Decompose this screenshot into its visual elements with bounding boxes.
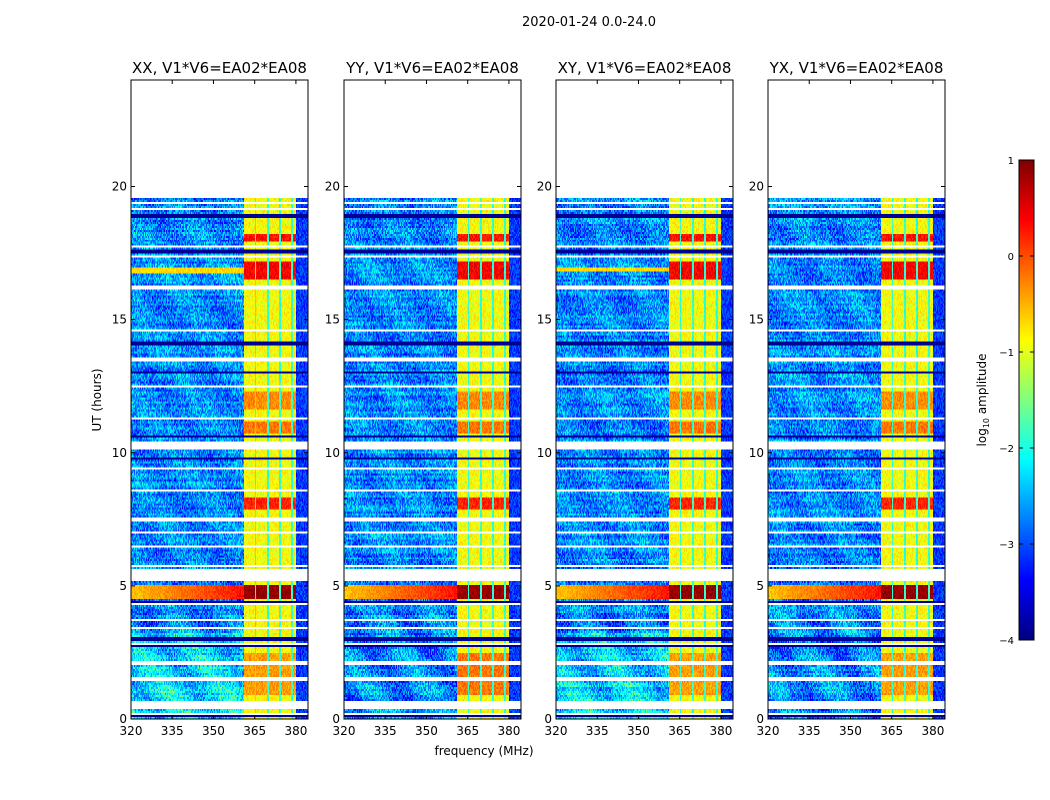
x-tick-label: 335 — [374, 724, 397, 738]
panel-frame — [767, 79, 946, 720]
panel-frame — [130, 79, 309, 720]
y-axis-label: UT (hours) — [90, 368, 104, 431]
colorbar-gradient — [1019, 160, 1034, 640]
panel-2: YY, V1*V6=EA02*EA08 320 335 350 365 380 0 5 10 15… — [325, 59, 522, 738]
panel-title: XY, V1*V6=EA02*EA08 — [558, 59, 732, 77]
y-tick-label: 15 — [325, 313, 340, 327]
x-tick-label: 365 — [668, 724, 691, 738]
y-tick-label: 15 — [112, 313, 127, 327]
colorbar-tick-label: −2 — [999, 444, 1014, 455]
panel-title: YY, V1*V6=EA02*EA08 — [345, 59, 519, 77]
colorbar-tick-label: 1 — [1008, 156, 1014, 167]
colorbar-tick-label: −1 — [999, 348, 1014, 359]
suptitle: 2020-01-24 0.0-24.0 — [522, 15, 656, 30]
x-tick-label: 335 — [798, 724, 821, 738]
x-tick-label: 350 — [839, 724, 862, 738]
x-tick-label: 380 — [497, 724, 520, 738]
x-tick-label: 320 — [333, 724, 356, 738]
y-tick-label: 5 — [119, 579, 127, 593]
panel-3: XY, V1*V6=EA02*EA08 320 335 350 365 380 0 5 10 15… — [537, 59, 734, 738]
x-tick-label: 365 — [243, 724, 266, 738]
colorbar-tick-label: −3 — [999, 540, 1014, 551]
panel-frame — [343, 79, 522, 720]
y-tick-label: 20 — [325, 180, 340, 194]
y-tick-label: 0 — [756, 712, 764, 726]
x-tick-label: 350 — [415, 724, 438, 738]
heatmap-xx — [131, 80, 308, 719]
y-tick-label: 10 — [325, 446, 340, 460]
y-tick-label: 0 — [332, 712, 340, 726]
y-tick-label: 20 — [749, 180, 764, 194]
panel-1: XX, V1*V6=EA02*EA08 320 335 350 365 380 0 5 10 15… — [112, 59, 309, 738]
y-tick-label: 20 — [112, 180, 127, 194]
colorbar-tick-label: 0 — [1008, 252, 1014, 263]
y-tick-label: 0 — [544, 712, 552, 726]
x-tick-label: 380 — [284, 724, 307, 738]
x-axis-label: frequency (MHz) — [434, 744, 533, 758]
x-tick-label: 320 — [757, 724, 780, 738]
x-tick-label: 380 — [709, 724, 732, 738]
panel-title: XX, V1*V6=EA02*EA08 — [132, 59, 307, 77]
heatmap-yx — [768, 80, 945, 719]
y-tick-label: 15 — [749, 313, 764, 327]
panel-4: YX, V1*V6=EA02*EA08 320 335 350 365 380 0 5 10 15… — [749, 59, 946, 738]
x-tick-label: 350 — [627, 724, 650, 738]
y-tick-label: 10 — [537, 446, 552, 460]
colorbar-tick-label: −4 — [999, 636, 1014, 647]
x-tick-label: 335 — [586, 724, 609, 738]
x-tick-label: 365 — [456, 724, 479, 738]
y-tick-label: 10 — [112, 446, 127, 460]
x-tick-label: 350 — [202, 724, 225, 738]
x-tick-label: 320 — [120, 724, 143, 738]
y-tick-label: 10 — [749, 446, 764, 460]
y-tick-label: 20 — [537, 180, 552, 194]
heatmap-xy — [556, 80, 733, 719]
colorbar-frame — [1018, 159, 1035, 641]
x-tick-label: 365 — [880, 724, 903, 738]
panel-frame — [555, 79, 734, 720]
y-tick-label: 5 — [332, 579, 340, 593]
y-tick-label: 5 — [544, 579, 552, 593]
y-tick-label: 0 — [119, 712, 127, 726]
panel-title: YX, V1*V6=EA02*EA08 — [769, 59, 944, 77]
y-tick-label: 5 — [756, 579, 764, 593]
x-tick-label: 335 — [161, 724, 184, 738]
x-tick-label: 320 — [545, 724, 568, 738]
heatmap-yy — [344, 80, 521, 719]
y-tick-label: 15 — [537, 313, 552, 327]
x-tick-label: 380 — [921, 724, 944, 738]
colorbar-label: log10 amplitude — [975, 354, 991, 447]
